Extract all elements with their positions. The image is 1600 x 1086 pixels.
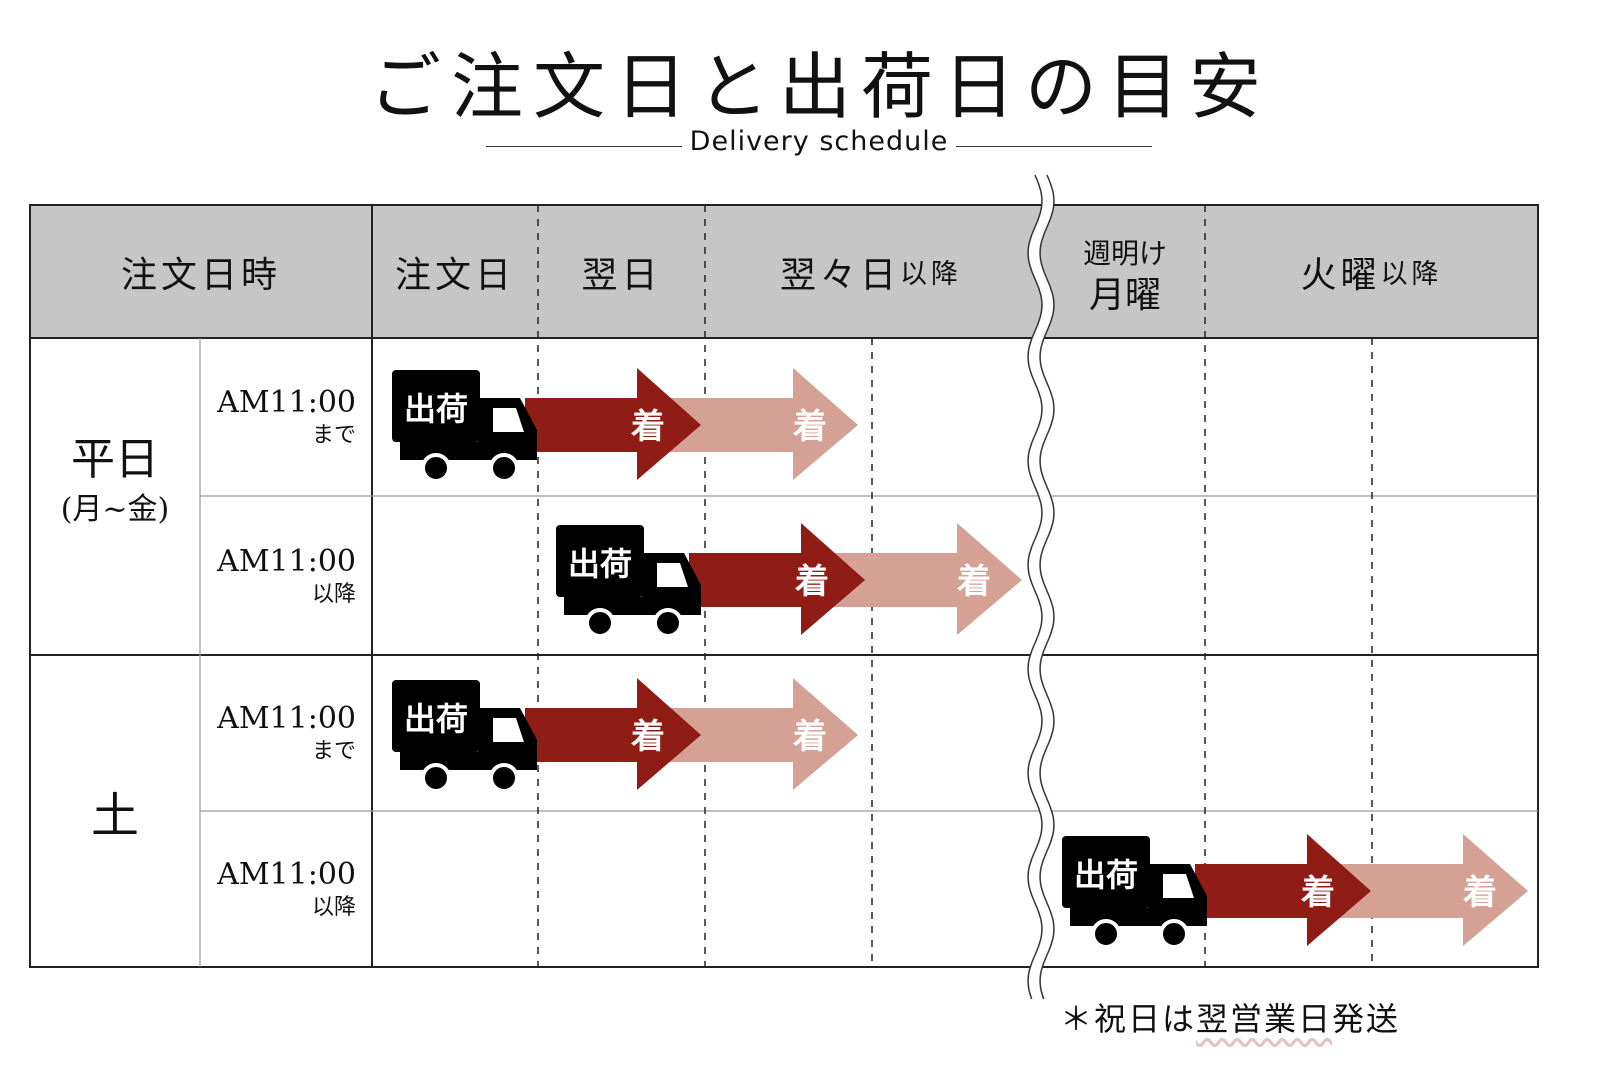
shipment-timeline: 出荷 着 着 bbox=[392, 678, 858, 793]
header-monday-line2: 月曜 bbox=[1088, 275, 1161, 316]
arrival-label: 着 bbox=[1300, 873, 1335, 913]
arrow-arrival-light bbox=[1330, 834, 1528, 946]
holiday-note: ＊祝日は翌営業日発送 bbox=[1060, 994, 1400, 1040]
arrow-arrival-dark bbox=[525, 368, 701, 480]
page-title: ご注文日と出荷日の目安 bbox=[368, 45, 1271, 129]
group-weekday: 平日 (月~金) bbox=[30, 430, 200, 540]
row-time-cell: AM11:00 以降 bbox=[200, 811, 372, 967]
arrival-label: 着 bbox=[792, 407, 827, 447]
header-day-after: 翌々日 以降 bbox=[705, 205, 1037, 338]
group-saturday: 土 bbox=[90, 788, 139, 844]
arrival-label: 着 bbox=[792, 717, 827, 757]
ship-label: 出荷 bbox=[568, 545, 632, 583]
header-monday: 週明け 月曜 bbox=[1045, 225, 1205, 325]
shipment-timeline: 出荷 着 着 bbox=[1062, 834, 1528, 949]
row-time-cell: AM11:00 以降 bbox=[200, 496, 372, 655]
arrow-arrival-dark bbox=[689, 523, 865, 635]
note-prefix: ＊祝日は bbox=[1060, 1000, 1197, 1038]
ship-label: 出荷 bbox=[404, 700, 468, 738]
arrow-arrival-light bbox=[660, 368, 858, 480]
time-label: AM11:00 bbox=[217, 857, 356, 892]
arrival-label: 着 bbox=[630, 717, 665, 757]
header-next-day: 翌日 bbox=[581, 254, 662, 296]
header-background bbox=[30, 205, 1538, 338]
arrival-label: 着 bbox=[630, 407, 665, 447]
truck-icon bbox=[392, 680, 537, 793]
header-day-after-suffix: 以降 bbox=[900, 259, 962, 290]
note-emphasis: 翌営業日 bbox=[1196, 1000, 1333, 1038]
header-day-after-main: 翌々日 bbox=[779, 254, 900, 296]
arrow-arrival-light bbox=[824, 523, 1022, 635]
header-monday-line1: 週明け bbox=[1082, 237, 1167, 270]
header-tuesday: 火曜 以降 bbox=[1205, 205, 1538, 338]
arrival-label: 着 bbox=[956, 562, 991, 602]
header-tuesday-main: 火曜 bbox=[1300, 254, 1381, 296]
arrival-label: 着 bbox=[1462, 873, 1497, 913]
arrow-arrival-dark bbox=[1195, 834, 1371, 946]
truck-icon bbox=[556, 525, 701, 638]
arrow-arrival-light bbox=[660, 678, 858, 790]
header-tuesday-suffix: 以降 bbox=[1380, 259, 1443, 290]
ship-label: 出荷 bbox=[1074, 856, 1138, 894]
shipment-timeline: 出荷 着 着 bbox=[556, 523, 1022, 638]
subtitle: Delivery schedule bbox=[681, 126, 957, 157]
row-time-cell: AM11:00 まで bbox=[200, 655, 372, 811]
row-time-cell: AM11:00 まで bbox=[200, 338, 372, 496]
shipment-timeline: 出荷 着 着 bbox=[392, 368, 858, 483]
note-suffix: 発送 bbox=[1332, 1000, 1401, 1038]
time-condition: まで bbox=[311, 423, 356, 448]
group-sub: (月~金) bbox=[60, 492, 170, 527]
ship-label: 出荷 bbox=[404, 390, 468, 428]
header-order-day: 注文日 bbox=[394, 254, 515, 296]
arrow-arrival-dark bbox=[525, 678, 701, 790]
time-label: AM11:00 bbox=[217, 701, 356, 736]
time-condition: 以降 bbox=[311, 895, 356, 920]
truck-icon bbox=[1062, 836, 1207, 949]
time-condition: 以降 bbox=[311, 581, 356, 607]
arrival-label: 着 bbox=[794, 562, 829, 602]
wave-line bbox=[1039, 174, 1055, 1000]
header-order-datetime: 注文日時 bbox=[120, 254, 281, 296]
time-condition: まで bbox=[311, 739, 356, 764]
group-label: 平日 bbox=[71, 434, 159, 485]
table-border bbox=[29, 204, 1539, 968]
subtitle-block: Delivery schedule bbox=[486, 126, 1152, 166]
wave-line bbox=[1027, 174, 1043, 1000]
time-label: AM11:00 bbox=[217, 385, 356, 420]
time-label: AM11:00 bbox=[217, 543, 356, 579]
truck-icon bbox=[392, 370, 537, 483]
